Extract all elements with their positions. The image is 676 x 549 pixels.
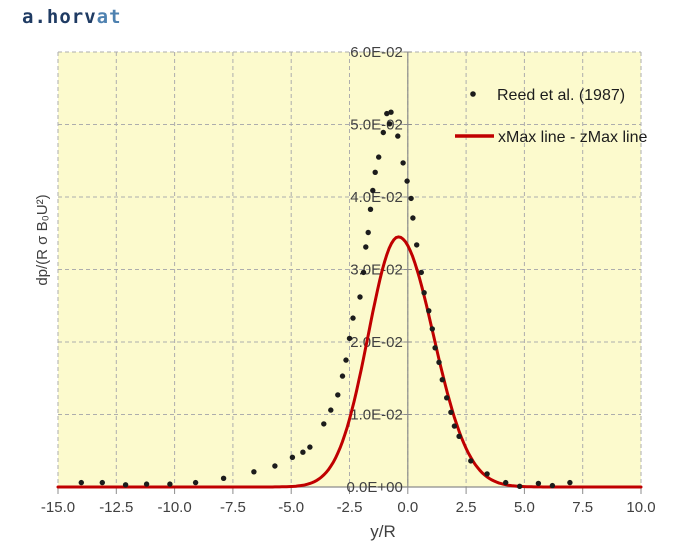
y-axis-title: dp/(R σ B₀U²) bbox=[34, 194, 51, 285]
scatter-point bbox=[372, 169, 378, 175]
scatter-point bbox=[517, 483, 523, 489]
scatter-point bbox=[143, 481, 150, 487]
scatter-point bbox=[567, 479, 573, 486]
scatter-point bbox=[376, 154, 382, 160]
scatter-point bbox=[365, 229, 371, 236]
x-tick-label: -10.0 bbox=[157, 499, 191, 516]
scatter-point bbox=[370, 187, 376, 194]
scatter-point bbox=[339, 373, 346, 379]
scatter-point bbox=[307, 444, 313, 450]
scatter-point bbox=[410, 215, 416, 221]
legend-marker-dot bbox=[470, 91, 476, 97]
scatter-point bbox=[408, 195, 414, 202]
scatter-point bbox=[436, 359, 442, 365]
scatter-point bbox=[78, 479, 85, 486]
scatter-point bbox=[448, 409, 454, 415]
scatter-point bbox=[220, 475, 227, 481]
scatter-point bbox=[167, 481, 173, 487]
scatter-point bbox=[300, 449, 306, 455]
scatter-point bbox=[432, 345, 438, 351]
scatter-point bbox=[456, 433, 462, 439]
x-tick-label: -12.5 bbox=[99, 499, 133, 516]
x-tick-label: 2.5 bbox=[456, 499, 477, 516]
scatter-point bbox=[328, 407, 334, 413]
x-tick-label: 7.5 bbox=[572, 499, 593, 516]
scatter-point bbox=[350, 315, 356, 321]
scatter-point bbox=[321, 421, 327, 427]
scatter-point bbox=[439, 377, 445, 383]
y-tick-label: 2.0E-02 bbox=[350, 334, 403, 351]
scatter-point bbox=[251, 469, 257, 475]
scatter-point bbox=[367, 206, 374, 212]
watermark-part2: at bbox=[96, 6, 122, 28]
scatter-point bbox=[360, 269, 367, 276]
scatter-point bbox=[395, 133, 401, 139]
x-tick-label: -15.0 bbox=[41, 499, 75, 516]
scatter-point bbox=[429, 326, 435, 332]
scatter-point bbox=[335, 392, 341, 398]
scatter-point bbox=[535, 480, 542, 487]
scatter-point bbox=[549, 482, 556, 489]
scatter-point bbox=[384, 110, 390, 117]
scatter-point bbox=[386, 121, 393, 127]
scatter-point bbox=[400, 160, 406, 166]
y-tick-label: 4.0E-02 bbox=[350, 189, 403, 206]
y-tick-label: 5.0E-02 bbox=[350, 117, 403, 134]
scatter-point bbox=[343, 357, 349, 363]
y-tick-label: 0.0E+00 bbox=[346, 479, 402, 496]
watermark-logo: a.horvat bbox=[22, 6, 122, 28]
scatter-point bbox=[444, 395, 450, 401]
scatter-point bbox=[272, 463, 278, 469]
watermark-part1: a.horv bbox=[22, 6, 97, 28]
scatter-point bbox=[484, 471, 490, 477]
scatter-point bbox=[414, 242, 420, 248]
scatter-point bbox=[380, 129, 386, 136]
x-tick-label: 0.0 bbox=[397, 499, 418, 516]
scatter-point bbox=[363, 244, 369, 250]
scatter-point bbox=[192, 479, 199, 486]
scatter-point bbox=[451, 423, 458, 429]
scatter-point bbox=[289, 454, 296, 460]
x-axis-title: y/R bbox=[370, 522, 396, 541]
scatter-point bbox=[503, 479, 509, 486]
x-tick-label: -2.5 bbox=[337, 499, 363, 516]
scatter-point bbox=[357, 294, 363, 300]
scatter-point bbox=[388, 109, 394, 115]
y-tick-label: 3.0E-02 bbox=[350, 262, 403, 279]
scatter-point bbox=[346, 335, 353, 342]
x-tick-label: 5.0 bbox=[514, 499, 535, 516]
legend-label-scatter: Reed et al. (1987) bbox=[497, 87, 625, 104]
x-tick-label: -5.0 bbox=[278, 499, 304, 516]
x-tick-label: 10.0 bbox=[626, 499, 655, 516]
scatter-point bbox=[426, 308, 432, 314]
x-tick-label: -7.5 bbox=[220, 499, 246, 516]
scatter-point bbox=[418, 269, 424, 276]
legend-label-line: xMax line - zMax line bbox=[498, 129, 647, 146]
fit-curve-line bbox=[56, 235, 643, 489]
scatter-point bbox=[404, 178, 410, 184]
y-tick-label: 6.0E-02 bbox=[350, 44, 403, 61]
scatter-point bbox=[99, 479, 106, 486]
scatter-point bbox=[122, 482, 129, 488]
scatter-point bbox=[421, 290, 427, 296]
scatter-point bbox=[468, 458, 474, 464]
y-tick-label: 1.0E-02 bbox=[350, 407, 403, 424]
